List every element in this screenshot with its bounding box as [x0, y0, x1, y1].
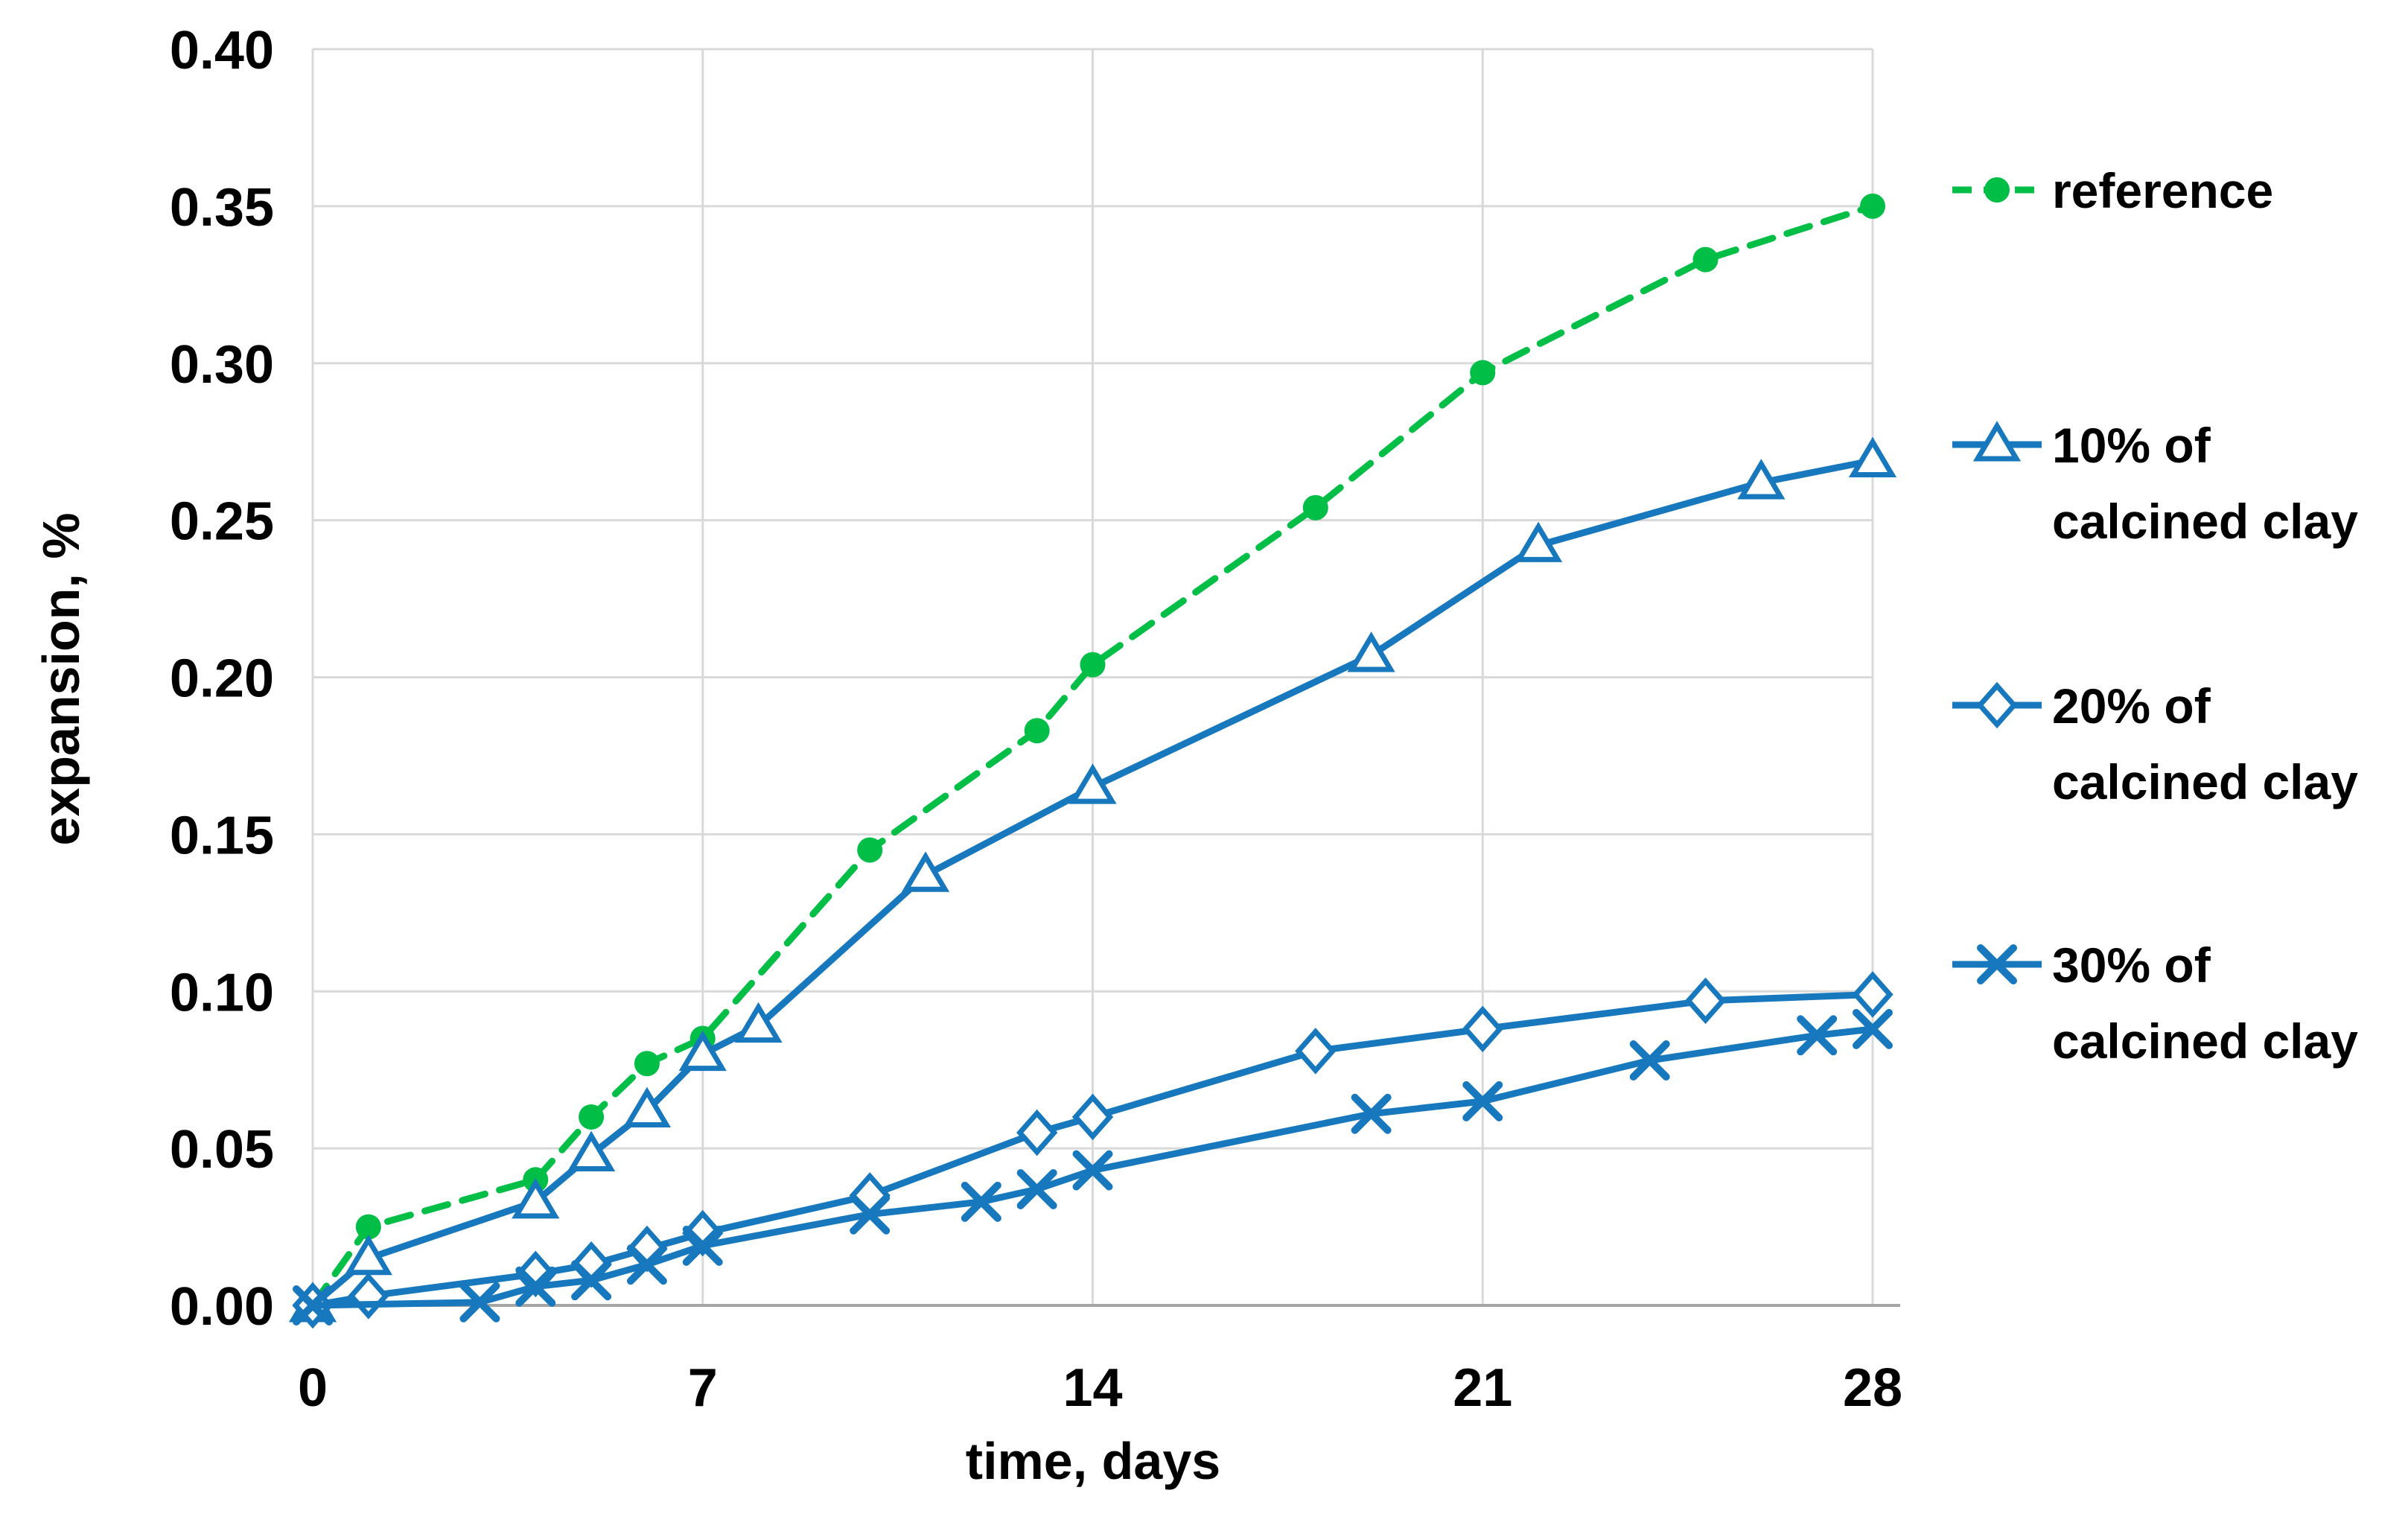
triangle-marker: [734, 1002, 783, 1043]
x-tick-label: 7: [688, 1358, 718, 1418]
circle-marker: [1984, 177, 2010, 203]
triangle-marker: [1514, 521, 1563, 562]
y-axis-title: expansion, %: [32, 512, 90, 846]
triangle-marker: [1737, 459, 1786, 500]
x-marker: [682, 1225, 723, 1266]
legend-label: calcined clay: [2052, 1013, 2358, 1069]
triangle-marker: [1972, 421, 2022, 462]
diamond-marker: [1976, 681, 2018, 729]
legend-item-triangle: [1952, 421, 2042, 462]
legend-item-x: [1952, 944, 2042, 984]
x-marker: [1977, 944, 2017, 984]
legend-label: 10% of: [2052, 418, 2211, 473]
x-marker: [1016, 1168, 1057, 1209]
diamond-marker: [1684, 977, 1727, 1025]
circle-marker: [857, 837, 883, 863]
x-marker: [1629, 1040, 1670, 1081]
circle-marker: [1024, 718, 1050, 744]
x-marker: [961, 1181, 1001, 1222]
triangle-marker: [567, 1130, 616, 1172]
circle-marker: [355, 1214, 381, 1240]
diamond-marker: [348, 1273, 389, 1320]
x-tick-label: 14: [1063, 1358, 1122, 1418]
legend-label: 30% of: [2052, 938, 2211, 993]
x-marker: [515, 1266, 556, 1307]
x-tick-label: 28: [1843, 1358, 1902, 1418]
x-marker: [1351, 1093, 1392, 1134]
diamond-marker: [849, 1172, 891, 1219]
x-marker: [1072, 1150, 1113, 1191]
x-marker: [1797, 1015, 1838, 1056]
triangle-marker: [1068, 763, 1117, 804]
diamond-marker: [1295, 1028, 1337, 1075]
triangle-marker: [512, 1177, 560, 1219]
legend-item-circle: [1952, 177, 2042, 203]
x-tick-label: 0: [298, 1358, 328, 1418]
circle-marker: [1692, 246, 1719, 273]
legend-label: calcined clay: [2052, 754, 2358, 809]
series-x: [293, 1008, 1893, 1326]
x-marker: [571, 1260, 612, 1301]
x-marker: [293, 1285, 333, 1326]
y-tick-label: 0.00: [170, 1277, 274, 1337]
diamond-marker: [682, 1209, 724, 1257]
legend-item-diamond: [1952, 681, 2042, 729]
legend-label: reference: [2052, 163, 2273, 218]
x-marker: [626, 1244, 667, 1285]
y-tick-label: 0.30: [170, 335, 274, 395]
y-tick-label: 0.20: [170, 649, 274, 709]
y-tick-label: 0.25: [170, 492, 274, 552]
x-tick-label: 21: [1453, 1358, 1512, 1418]
circle-marker: [1080, 652, 1106, 678]
y-tick-label: 0.05: [170, 1120, 274, 1180]
circle-marker: [579, 1104, 605, 1130]
triangle-marker: [1347, 631, 1395, 672]
y-tick-label: 0.35: [170, 178, 274, 238]
circle-marker: [1470, 360, 1496, 386]
triangle-marker: [678, 1030, 727, 1072]
y-tick-label: 0.15: [170, 806, 274, 865]
circle-marker: [634, 1051, 660, 1077]
diamond-marker: [1462, 1005, 1503, 1053]
x-axis-title: time, days: [965, 1432, 1221, 1490]
triangle-marker: [1848, 436, 1897, 477]
diamond-marker: [1071, 1093, 1114, 1141]
triangle-marker: [622, 1086, 672, 1128]
x-marker: [1462, 1081, 1503, 1121]
legend-label: 20% of: [2052, 678, 2211, 734]
y-tick-label: 0.10: [170, 963, 274, 1022]
legend-label: calcined clay: [2052, 494, 2358, 549]
triangle-marker: [901, 851, 950, 892]
diamond-marker: [1852, 971, 1893, 1018]
triangle-marker: [344, 1234, 392, 1276]
y-tick-label: 0.40: [170, 21, 274, 80]
circle-marker: [1302, 494, 1328, 521]
x-marker: [1853, 1008, 1893, 1049]
circle-marker: [1860, 193, 1885, 219]
x-marker: [850, 1194, 891, 1235]
x-marker: [459, 1282, 500, 1323]
diamond-marker: [1016, 1109, 1058, 1156]
